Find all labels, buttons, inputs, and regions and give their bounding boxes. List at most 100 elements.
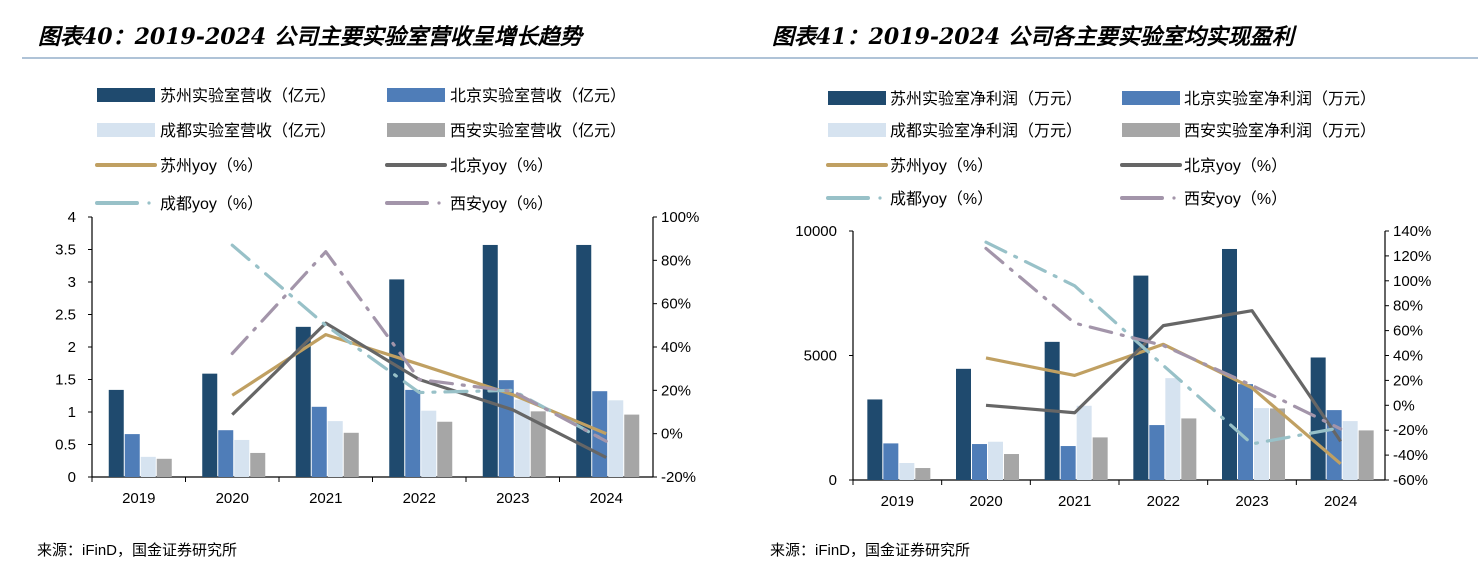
y2-tick-label: 100% [1393,273,1431,290]
suzhou-bar [483,245,498,477]
chengdu-bar [421,411,436,477]
x-tick-label: 2019 [122,490,155,507]
xian-bar [344,433,359,477]
chengdu-yoy-legend-dot [147,201,150,204]
legend-label: 成都yoy（%） [160,195,263,213]
legend-label: 北京实验室营收（亿元） [450,87,626,105]
legend-label: 北京实验室净利润（万元） [1184,90,1376,108]
xian-yoy-line [986,248,1341,429]
chengdu-bar [1343,421,1358,480]
profit-chart: 图表41：2019-2024 公司各主要实验室均实现盈利 苏州实验室净利润（万元… [740,24,1478,559]
xian-bar [157,459,172,477]
y2-tick-label: 20% [1393,372,1423,389]
xian-bar-legend-swatch [1122,123,1180,137]
chart-title: 图表40：2019-2024 公司主要实验室营收呈增长趋势 [38,24,585,50]
source-note: 来源：iFinD，国金证券研究所 [37,542,237,559]
suzhou-bar-legend-swatch [97,88,155,102]
xian-bar [915,468,930,480]
beijing-bar-legend-swatch [387,88,445,102]
y-tick-label: 2 [68,339,76,356]
xian-bar [1004,454,1019,480]
x-tick-label: 2020 [216,490,249,507]
y2-tick-label: -40% [1393,447,1428,464]
y2-tick-label: 60% [661,296,691,313]
y-tick-label: 1.5 [55,372,76,389]
chart-title: 图表41：2019-2024 公司各主要实验室均实现盈利 [772,24,1298,50]
y2-tick-label: 140% [1393,223,1431,240]
y2-tick-label: -20% [1393,422,1428,439]
xian-bar [1181,418,1196,480]
beijing-bar [1061,446,1076,480]
beijing-bar [972,444,987,480]
x-tick-label: 2024 [1324,493,1357,510]
beijing-bar-legend-swatch [1122,91,1180,105]
suzhou-bar [389,279,404,477]
y-tick-label: 2.5 [55,307,76,324]
y-tick-label: 0.5 [55,437,76,454]
legend-label: 苏州实验室净利润（万元） [890,90,1082,108]
legend-label: 西安实验室净利润（万元） [1184,122,1376,140]
beijing-bar [312,407,327,477]
legend-label: 成都实验室净利润（万元） [890,122,1082,140]
xian-bar [1270,408,1285,480]
xian-bar [624,415,639,477]
y2-tick-label: 80% [661,252,691,269]
x-tick-label: 2024 [590,490,623,507]
y2-tick-label: 0% [661,426,683,443]
legend-label: 成都yoy（%） [890,190,993,208]
y2-tick-label: 0% [1393,397,1415,414]
beijing-bar [125,434,140,477]
beijing-bar [405,390,420,477]
suzhou-bar [956,369,971,480]
chengdu-yoy-legend-dot [878,196,881,199]
xian-bar [437,422,452,477]
chengdu-bar [234,440,249,477]
chengdu-bar [141,457,156,477]
beijing-bar [1327,410,1342,480]
chengdu-bar [1165,378,1180,480]
legend-label: 西安实验室营收（亿元） [450,122,626,140]
y-tick-label: 0 [68,469,76,486]
y-tick-label: 10000 [795,223,837,240]
suzhou-bar-legend-swatch [828,91,886,105]
chengdu-bar-legend-swatch [828,123,886,137]
suzhou-bar [1133,276,1148,480]
xian-yoy-legend-dot [1172,196,1175,199]
x-tick-label: 2021 [309,490,342,507]
legend-label: 西安yoy（%） [450,195,553,213]
beijing-yoy-line [986,311,1341,442]
beijing-bar [883,443,898,480]
x-tick-label: 2022 [403,490,436,507]
xian-bar-legend-swatch [387,123,445,137]
chengdu-bar [899,463,914,480]
y2-tick-label: 60% [1393,323,1423,340]
beijing-bar [1149,425,1164,480]
beijing-bar [218,430,233,477]
legend-label: 北京yoy（%） [1184,157,1287,175]
plot-area: 00.511.522.533.54-20%0%20%40%60%80%100%2… [55,209,699,507]
x-tick-label: 2020 [969,493,1002,510]
xian-yoy-legend-dot [437,201,440,204]
revenue-chart: 图表40：2019-2024 公司主要实验室营收呈增长趋势 苏州实验室营收（亿元… [22,24,740,559]
y2-tick-label: 40% [661,339,691,356]
legend-label: 北京yoy（%） [450,157,553,175]
chengdu-bar [328,421,343,477]
y-tick-label: 3 [68,274,76,291]
x-tick-label: 2023 [496,490,529,507]
x-tick-label: 2019 [881,493,914,510]
xian-bar [250,453,265,477]
legend-label: 成都实验室营收（亿元） [160,122,336,140]
chart-legend: 苏州实验室净利润（万元） 北京实验室净利润（万元） 成都实验室净利润（万元） 西安实验… [828,90,1376,208]
chart-legend: 苏州实验室营收（亿元）北京实验室营收（亿元）成都实验室营收（亿元）西安实验室营收… [97,87,626,213]
x-tick-label: 2023 [1235,493,1268,510]
legend-label: 苏州yoy（%） [890,157,993,175]
chengdu-bar [1077,406,1092,480]
y-tick-label: 4 [68,209,76,226]
y-tick-label: 5000 [804,348,837,365]
suzhou-bar [1222,249,1237,480]
legend-label: 西安yoy（%） [1184,190,1287,208]
suzhou-bar [109,390,124,477]
chengdu-bar-legend-swatch [97,123,155,137]
suzhou-bar [202,374,217,477]
